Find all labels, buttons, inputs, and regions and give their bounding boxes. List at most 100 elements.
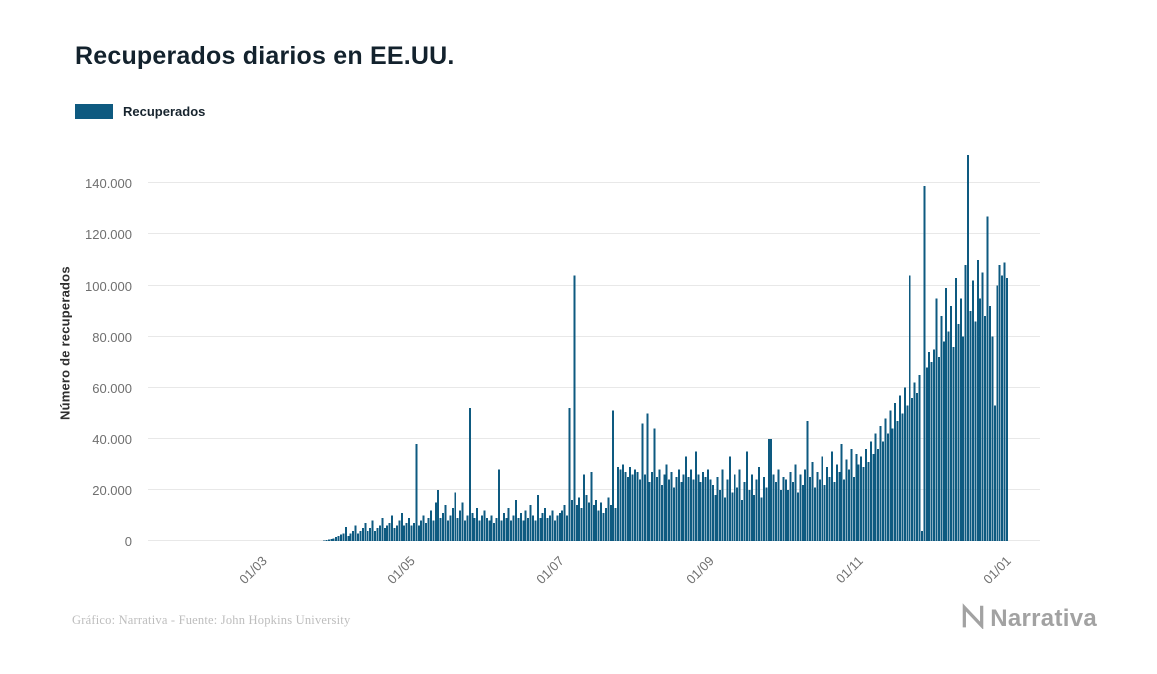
bar[interactable] bbox=[561, 510, 564, 541]
bar[interactable] bbox=[986, 216, 989, 541]
bar[interactable] bbox=[463, 520, 466, 541]
bar[interactable] bbox=[833, 482, 836, 541]
bar[interactable] bbox=[403, 525, 406, 541]
bar[interactable] bbox=[425, 523, 428, 541]
bar[interactable] bbox=[969, 311, 972, 541]
bar[interactable] bbox=[349, 533, 352, 541]
bar[interactable] bbox=[575, 505, 578, 541]
bar[interactable] bbox=[998, 265, 1001, 541]
bar[interactable] bbox=[592, 505, 595, 541]
bar[interactable] bbox=[933, 349, 936, 541]
bar[interactable] bbox=[330, 538, 333, 541]
bar[interactable] bbox=[558, 512, 561, 541]
bar[interactable] bbox=[337, 535, 340, 541]
bar[interactable] bbox=[398, 520, 401, 541]
bar[interactable] bbox=[585, 495, 588, 541]
bar[interactable] bbox=[850, 449, 853, 541]
bar[interactable] bbox=[677, 469, 680, 541]
bar[interactable] bbox=[327, 539, 330, 541]
bar[interactable] bbox=[733, 474, 736, 541]
bar[interactable] bbox=[945, 288, 948, 541]
bar[interactable] bbox=[364, 523, 367, 541]
bar[interactable] bbox=[697, 474, 700, 541]
bar[interactable] bbox=[490, 515, 493, 541]
bar[interactable] bbox=[323, 540, 325, 542]
bar[interactable] bbox=[534, 520, 537, 541]
bar[interactable] bbox=[668, 479, 671, 541]
bar[interactable] bbox=[590, 472, 593, 541]
bar[interactable] bbox=[1001, 275, 1004, 541]
bar[interactable] bbox=[405, 523, 408, 541]
bar[interactable] bbox=[789, 472, 792, 541]
bar[interactable] bbox=[449, 515, 452, 541]
bar[interactable] bbox=[993, 405, 996, 541]
bar[interactable] bbox=[471, 512, 474, 541]
bar[interactable] bbox=[874, 433, 877, 541]
bar[interactable] bbox=[923, 185, 926, 541]
bar[interactable] bbox=[942, 341, 945, 541]
bar[interactable] bbox=[665, 464, 668, 541]
bar[interactable] bbox=[417, 525, 420, 541]
bar[interactable] bbox=[446, 520, 449, 541]
bar[interactable] bbox=[461, 502, 464, 541]
bar[interactable] bbox=[544, 507, 547, 541]
bar[interactable] bbox=[468, 408, 471, 541]
bar[interactable] bbox=[344, 526, 347, 541]
bar[interactable] bbox=[736, 487, 739, 541]
bar[interactable] bbox=[882, 441, 885, 541]
bar[interactable] bbox=[532, 515, 535, 541]
bar[interactable] bbox=[680, 482, 683, 541]
bar[interactable] bbox=[369, 528, 372, 541]
bar[interactable] bbox=[862, 466, 865, 541]
bar[interactable] bbox=[507, 507, 510, 541]
bar[interactable] bbox=[830, 451, 833, 541]
bar[interactable] bbox=[381, 518, 384, 541]
bar[interactable] bbox=[745, 451, 748, 541]
bar[interactable] bbox=[478, 520, 481, 541]
bar[interactable] bbox=[950, 305, 953, 541]
bar[interactable] bbox=[770, 438, 773, 541]
bar[interactable] bbox=[580, 507, 583, 541]
bar[interactable] bbox=[913, 382, 916, 541]
bar[interactable] bbox=[442, 512, 445, 541]
bar[interactable] bbox=[553, 520, 556, 541]
bar[interactable] bbox=[393, 528, 396, 541]
bar[interactable] bbox=[867, 461, 870, 541]
bar[interactable] bbox=[721, 469, 724, 541]
bar[interactable] bbox=[454, 492, 457, 541]
bar[interactable] bbox=[483, 510, 486, 541]
bar[interactable] bbox=[726, 479, 729, 541]
bar[interactable] bbox=[896, 420, 899, 541]
bar[interactable] bbox=[660, 484, 663, 541]
bar[interactable] bbox=[539, 518, 542, 541]
bar[interactable] bbox=[376, 528, 379, 541]
bar[interactable] bbox=[991, 336, 994, 541]
bar[interactable] bbox=[629, 466, 632, 541]
bar[interactable] bbox=[522, 520, 525, 541]
bar[interactable] bbox=[937, 357, 940, 541]
bar[interactable] bbox=[988, 305, 991, 541]
bar[interactable] bbox=[617, 466, 620, 541]
bar[interactable] bbox=[646, 413, 649, 541]
bar[interactable] bbox=[529, 505, 532, 541]
bar[interactable] bbox=[925, 367, 928, 541]
bar[interactable] bbox=[495, 518, 498, 541]
bar[interactable] bbox=[643, 474, 646, 541]
bar[interactable] bbox=[762, 477, 765, 541]
bar[interactable] bbox=[692, 479, 695, 541]
bar[interactable] bbox=[823, 484, 826, 541]
bar[interactable] bbox=[658, 469, 661, 541]
bar[interactable] bbox=[653, 428, 656, 541]
bar[interactable] bbox=[775, 482, 778, 541]
bar[interactable] bbox=[952, 346, 955, 541]
bar[interactable] bbox=[655, 477, 658, 541]
bar[interactable] bbox=[325, 540, 328, 541]
bar[interactable] bbox=[777, 469, 780, 541]
bar[interactable] bbox=[439, 518, 442, 541]
bar[interactable] bbox=[437, 489, 440, 541]
bar[interactable] bbox=[935, 298, 938, 541]
bar[interactable] bbox=[451, 507, 454, 541]
bar[interactable] bbox=[694, 451, 697, 541]
bar[interactable] bbox=[536, 495, 539, 541]
bar[interactable] bbox=[964, 265, 967, 541]
